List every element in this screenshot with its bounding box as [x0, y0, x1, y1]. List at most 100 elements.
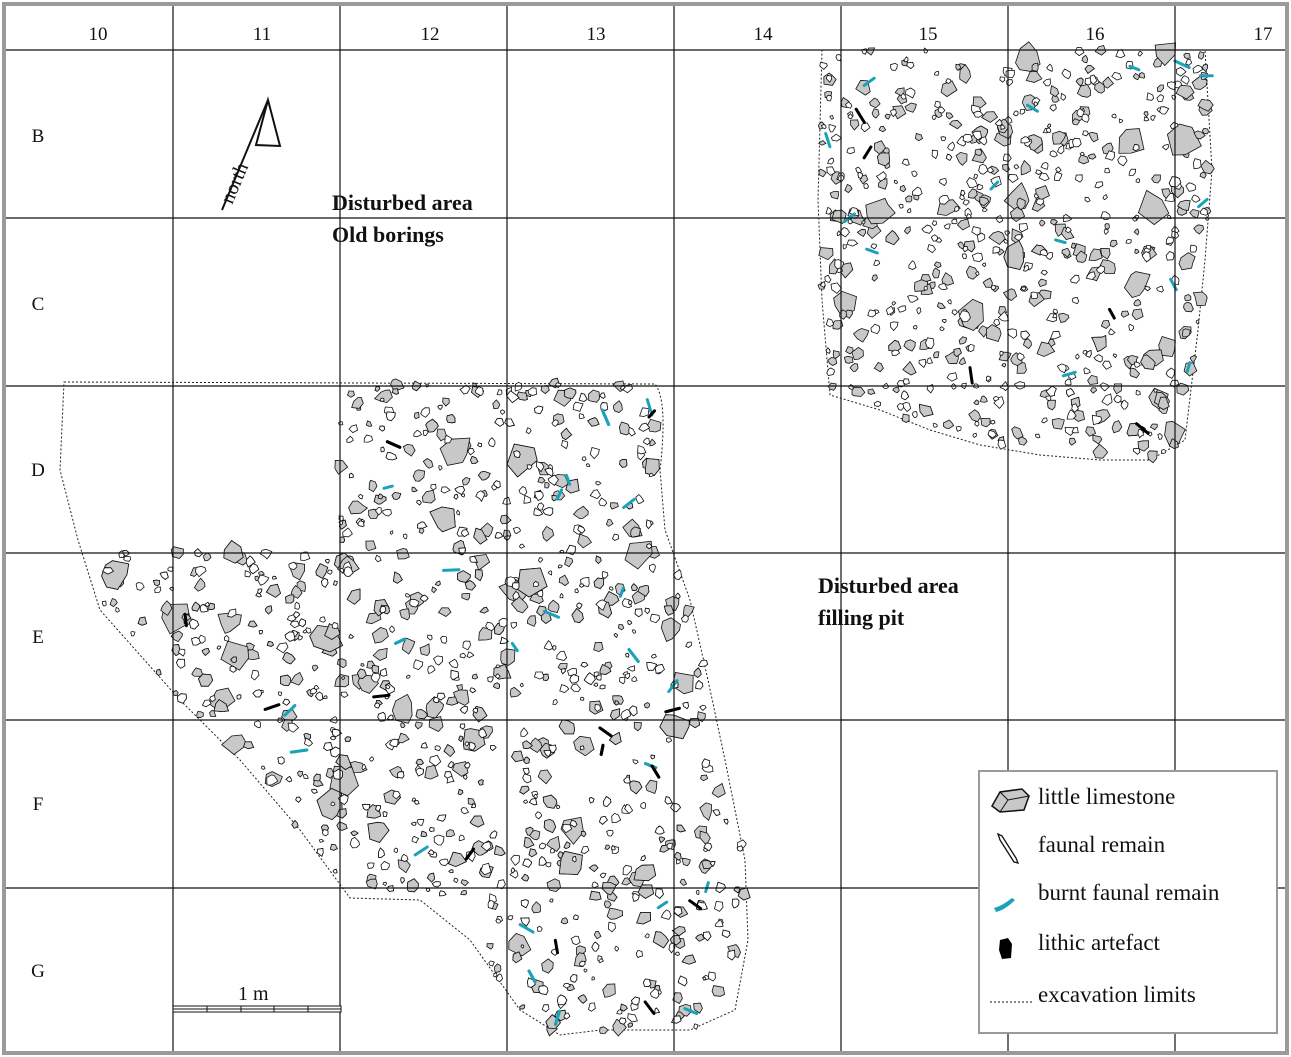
- faunal-remain: [565, 544, 576, 556]
- limestone-fragment: [957, 241, 965, 250]
- faunal-remain: [1160, 449, 1167, 454]
- faunal-remain: [331, 622, 339, 630]
- limestone-fragment: [955, 63, 962, 71]
- limestone-fragment: [377, 493, 384, 500]
- faunal-remain: [554, 382, 562, 388]
- faunal-remain: [966, 177, 979, 189]
- faunal-remain: [1066, 409, 1077, 420]
- burnt-faunal-remain: [1025, 103, 1039, 113]
- limestone-fragment: [1071, 118, 1080, 126]
- faunal-remain: [637, 444, 647, 455]
- burnt-faunal-remain: [989, 180, 1000, 191]
- limestone-fragment: [851, 346, 864, 361]
- faunal-remain: [389, 738, 399, 748]
- faunal-remain: [488, 960, 495, 967]
- limestone-fragment: [957, 298, 984, 331]
- limestone-fragment: [933, 261, 942, 269]
- limestone-fragment: [617, 624, 625, 631]
- excavation-limit-north: [817, 49, 1213, 461]
- limestone-fragment: [1031, 62, 1039, 72]
- lithic-artefact: [968, 366, 974, 385]
- faunal-remain: [649, 988, 660, 999]
- limestone-fragment: [558, 574, 569, 587]
- faunal-remain: [820, 124, 827, 130]
- faunal-remain: [978, 163, 989, 175]
- excavation-limit-main: [59, 381, 749, 1036]
- faunal-remain: [677, 975, 688, 987]
- faunal-remain: [911, 170, 918, 177]
- limestone-fragment: [1133, 228, 1140, 236]
- limestone-fragment: [965, 265, 980, 280]
- faunal-remain: [938, 282, 948, 291]
- faunal-remain: [374, 554, 382, 563]
- row-label-f: F: [33, 794, 44, 815]
- limestone-fragment: [336, 821, 348, 831]
- faunal-remain: [644, 607, 650, 615]
- faunal-remain: [709, 861, 716, 867]
- row-label-b: B: [32, 126, 45, 147]
- burnt-faunal-remain: [667, 679, 679, 693]
- burnt-faunal-remain: [555, 488, 564, 501]
- faunal-remain: [520, 899, 529, 909]
- faunal-remain: [337, 794, 349, 806]
- faunal-remain: [514, 381, 523, 392]
- limestone-fragment: [201, 648, 210, 656]
- faunal-remain: [520, 917, 530, 927]
- faunal-remain: [469, 687, 477, 694]
- limestone-fragment: [676, 824, 686, 833]
- faunal-remain: [1185, 58, 1193, 66]
- limestone-fragment: [1143, 111, 1149, 118]
- limestone-fragment: [980, 417, 991, 428]
- limestone-fragment: [1189, 208, 1200, 219]
- limestone-fragment: [160, 600, 173, 616]
- limestone-fragment: [1076, 84, 1092, 98]
- faunal-remain: [431, 881, 441, 888]
- lithic-artefact: [598, 726, 613, 738]
- limestone-fragment: [865, 47, 876, 56]
- limestone-fragment: [325, 768, 335, 779]
- limestone-fragment: [968, 409, 981, 423]
- faunal-remain: [670, 802, 682, 813]
- faunal-remain: [990, 419, 996, 425]
- faunal-remain: [870, 243, 877, 250]
- legend-label: faunal remain: [1038, 832, 1166, 857]
- faunal-remain: [216, 645, 222, 650]
- limestone-fragment: [845, 346, 854, 355]
- faunal-remain: [819, 61, 828, 70]
- limestone-fragment: [618, 421, 632, 436]
- faunal-remain: [569, 819, 578, 828]
- faunal-remain: [916, 307, 922, 315]
- faunal-remain: [618, 1017, 627, 1025]
- faunal-remain: [1065, 226, 1072, 234]
- faunal-remain: [648, 563, 656, 574]
- faunal-remain: [825, 206, 833, 215]
- limestone-fragment: [208, 602, 215, 611]
- legend-label: excavation limits: [1038, 982, 1196, 1007]
- lithic-icon: [999, 938, 1012, 959]
- limestone-fragment: [1088, 248, 1103, 262]
- limestone-fragment: [1133, 299, 1142, 307]
- burnt-faunal-remain: [518, 923, 535, 934]
- faunal-remain: [1066, 388, 1075, 398]
- limestone-fragment: [1149, 423, 1158, 431]
- faunal-remain: [177, 648, 186, 657]
- faunal-remain: [938, 195, 950, 205]
- faunal-remain: [478, 728, 488, 739]
- faunal-remain: [972, 110, 984, 118]
- faunal-remain: [459, 384, 471, 395]
- limestone-fragment: [620, 1003, 628, 1012]
- faunal-remain: [480, 862, 492, 876]
- limestone-fragment: [866, 225, 882, 240]
- faunal-remain: [534, 490, 544, 502]
- faunal-remain: [1052, 313, 1058, 319]
- limestone-fragment: [560, 917, 569, 925]
- limestone-fragment: [473, 527, 488, 545]
- faunal-remain: [1102, 194, 1108, 201]
- faunal-remain: [253, 720, 261, 729]
- faunal-remain: [873, 400, 881, 407]
- faunal-remain: [1061, 68, 1071, 80]
- limestone-fragment: [537, 769, 553, 785]
- faunal-remain: [1146, 92, 1154, 101]
- faunal-remain: [1091, 414, 1103, 426]
- faunal-remain: [997, 310, 1010, 322]
